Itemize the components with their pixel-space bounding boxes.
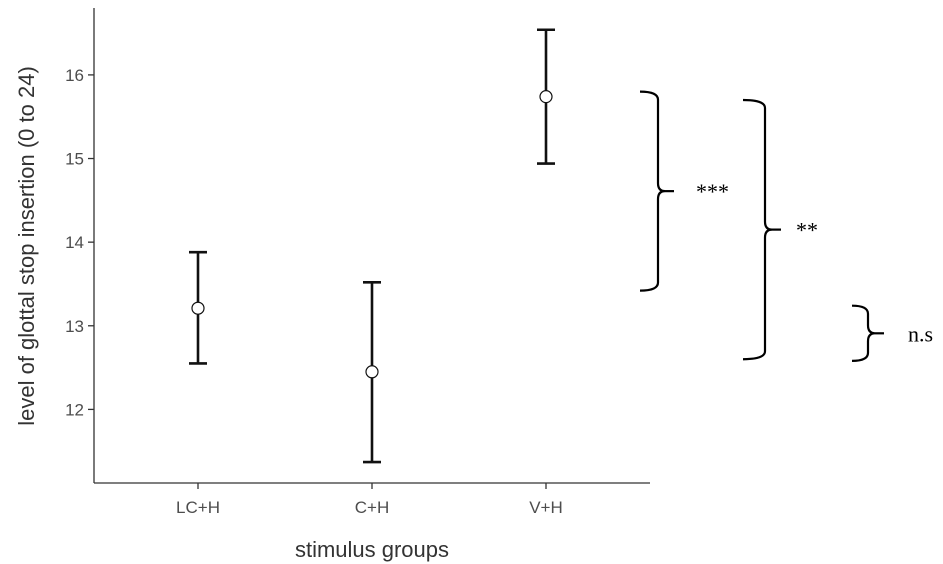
mean-point xyxy=(539,90,553,104)
x-tick-label: V+H xyxy=(529,498,563,517)
comparisons: *****n.s xyxy=(639,90,933,363)
x-axis: LC+H C+H V+H xyxy=(94,482,650,517)
significance-label: n.s xyxy=(908,321,933,346)
x-axis-title: stimulus groups xyxy=(295,537,449,562)
mean-point xyxy=(365,365,379,379)
y-axis: 12 13 14 15 16 xyxy=(65,8,95,483)
y-axis-title: level of glottal stop insertion (0 to 24… xyxy=(14,66,39,426)
significance-label: *** xyxy=(696,179,729,204)
y-ticks: 12 13 14 15 16 xyxy=(65,66,94,419)
significance-brace xyxy=(742,98,773,361)
x-tick-label: C+H xyxy=(355,498,389,517)
x-tick-label: LC+H xyxy=(176,498,220,517)
significance-brace xyxy=(639,90,666,292)
x-ticks: LC+H C+H V+H xyxy=(176,483,563,517)
y-tick-label: 14 xyxy=(65,233,84,252)
y-tick-label: 15 xyxy=(65,150,84,169)
series xyxy=(189,28,555,464)
mean-point xyxy=(191,301,205,315)
significance-brace xyxy=(851,304,876,363)
y-tick-label: 16 xyxy=(65,66,84,85)
y-tick-label: 13 xyxy=(65,317,84,336)
significance-label: ** xyxy=(796,218,818,243)
y-tick-label: 12 xyxy=(65,400,84,419)
